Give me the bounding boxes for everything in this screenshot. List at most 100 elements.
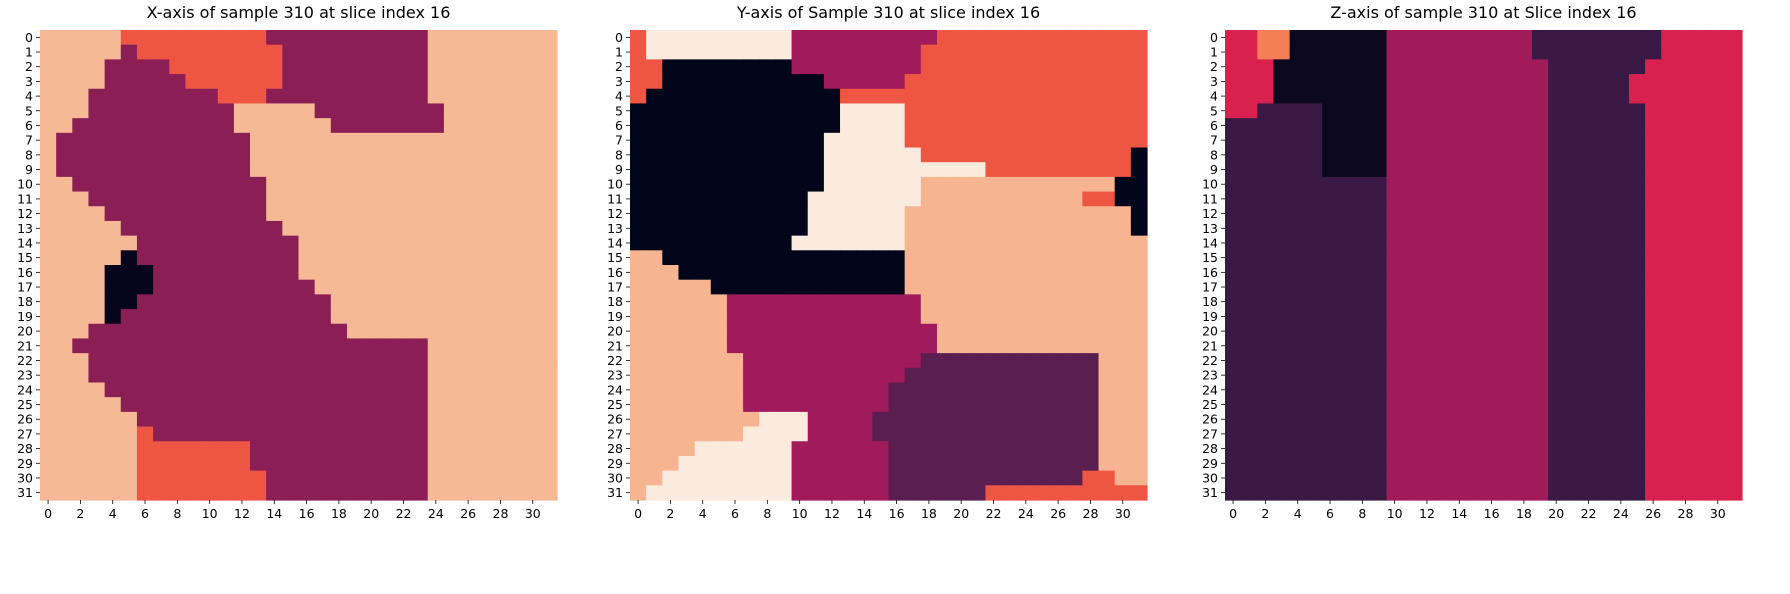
heatmap-cell <box>233 294 251 310</box>
heatmap-cell <box>1402 30 1420 46</box>
heatmap-cell <box>1483 441 1501 457</box>
heatmap-cell <box>1338 30 1355 46</box>
heatmap-cell <box>872 220 890 237</box>
heatmap-cell <box>460 470 477 486</box>
heatmap-cell <box>1001 118 1019 134</box>
heatmap-cell <box>936 426 954 442</box>
heatmap-cell <box>759 206 777 222</box>
heatmap-cell <box>678 353 696 369</box>
heatmap-cell <box>1596 147 1614 163</box>
heatmap-cell <box>1257 118 1275 134</box>
heatmap-cell <box>1001 294 1019 310</box>
heatmap-cell <box>791 118 809 134</box>
heatmap-cell <box>1273 353 1291 369</box>
heatmap-cell <box>1098 103 1116 119</box>
heatmap-cell <box>759 162 777 178</box>
heatmap-cell <box>363 309 380 325</box>
heatmap-cell <box>1451 118 1468 134</box>
heatmap-cell <box>823 470 841 486</box>
heatmap-cell <box>1548 191 1565 207</box>
heatmap-cell <box>1596 250 1614 266</box>
heatmap-cell <box>1386 206 1404 222</box>
heatmap-cell <box>492 44 510 60</box>
heatmap-cell <box>379 455 397 472</box>
heatmap-cell <box>1386 470 1404 486</box>
heatmap-cell <box>1596 44 1614 60</box>
heatmap-cell <box>1066 382 1083 398</box>
heatmap-cell <box>169 353 187 369</box>
heatmap-cell <box>153 485 170 501</box>
heatmap-cell <box>72 59 90 75</box>
heatmap-cell <box>1370 250 1388 266</box>
heatmap-cell <box>1677 411 1695 428</box>
heatmap-cell <box>201 485 219 501</box>
panel-title: X-axis of sample 310 at slice index 16 <box>147 3 451 22</box>
heatmap-cell <box>363 118 380 134</box>
heatmap-cell <box>1241 74 1258 90</box>
heatmap-cell <box>726 411 744 428</box>
heatmap-cell <box>40 103 57 119</box>
heatmap-cell <box>1017 132 1035 149</box>
heatmap-cell <box>1114 294 1132 310</box>
heatmap-cell <box>694 147 712 163</box>
heatmap-cell <box>492 441 510 457</box>
heatmap-cell <box>1612 220 1630 237</box>
heatmap-cell <box>120 426 138 442</box>
heatmap-cell <box>920 103 938 119</box>
heatmap-cell <box>888 235 906 251</box>
heatmap-cell <box>314 294 332 310</box>
heatmap-cell <box>1370 235 1388 251</box>
heatmap-cell <box>1305 279 1323 295</box>
y-tick-label: 3 <box>615 74 623 89</box>
heatmap-cell <box>759 250 777 266</box>
heatmap-cell <box>1001 191 1019 207</box>
heatmap-cell <box>282 382 300 398</box>
heatmap-cell <box>646 88 663 105</box>
heatmap-cell <box>282 88 300 105</box>
heatmap-cell <box>314 74 332 90</box>
heatmap-cell <box>1693 441 1711 457</box>
heatmap-cell <box>1001 74 1019 90</box>
heatmap-cell <box>1467 485 1485 501</box>
heatmap-cell <box>1645 220 1662 237</box>
heatmap-cell <box>953 74 970 90</box>
heatmap-cell <box>1435 309 1452 325</box>
heatmap-cell <box>904 147 922 163</box>
heatmap-cell <box>1467 44 1485 60</box>
heatmap-cell <box>508 176 526 193</box>
heatmap-cell <box>201 426 219 442</box>
heatmap-cell <box>1273 220 1291 237</box>
heatmap-cell <box>1418 206 1436 222</box>
heatmap-cell <box>1050 88 1067 105</box>
heatmap-cell <box>379 206 397 222</box>
heatmap-cell <box>153 30 170 46</box>
heatmap-cell <box>1418 279 1436 295</box>
heatmap-cell <box>250 411 267 428</box>
heatmap-cell <box>56 250 73 266</box>
y-tick-label: 19 <box>1202 309 1218 324</box>
heatmap-cell <box>1564 132 1582 149</box>
heatmap-cell <box>759 323 777 340</box>
heatmap-cell <box>1017 441 1035 457</box>
heatmap-cell <box>1661 353 1678 369</box>
heatmap-cell <box>379 470 397 486</box>
heatmap-cell <box>920 279 938 295</box>
heatmap-cell <box>1402 176 1420 193</box>
heatmap-cell <box>743 147 760 163</box>
heatmap-cell <box>1386 397 1404 413</box>
heatmap-cell <box>233 235 251 251</box>
heatmap-cell <box>840 147 857 163</box>
y-tick-label: 24 <box>17 382 33 397</box>
heatmap-cell <box>1098 485 1116 501</box>
heatmap-cell <box>1693 455 1711 472</box>
heatmap-cell <box>1354 44 1372 60</box>
heatmap-cell <box>1050 426 1067 442</box>
heatmap-cell <box>395 250 413 266</box>
heatmap-cell <box>1082 294 1100 310</box>
heatmap-cell <box>694 191 712 207</box>
heatmap-cell <box>1130 397 1148 413</box>
heatmap-cell <box>1418 88 1436 105</box>
heatmap-cell <box>856 353 873 369</box>
heatmap-cell <box>726 441 744 457</box>
heatmap-cell <box>169 235 187 251</box>
